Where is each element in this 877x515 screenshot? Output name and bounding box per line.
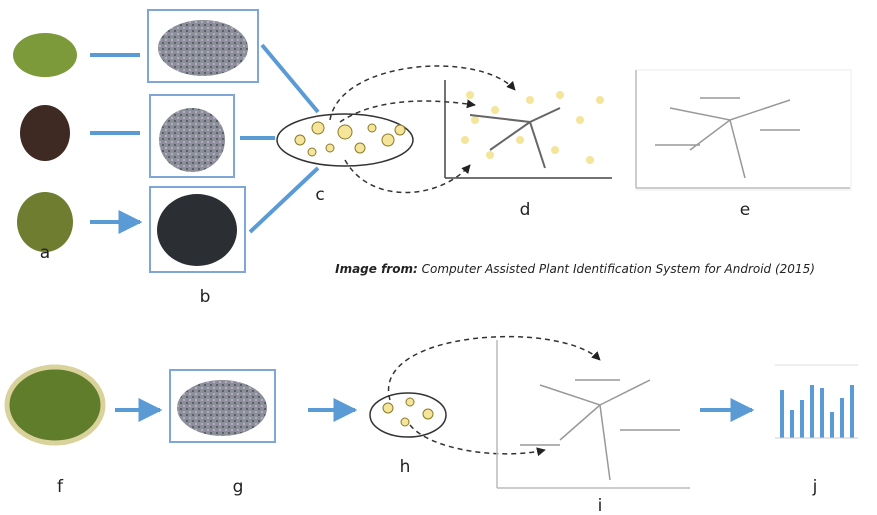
row-2: f g h i j bbox=[7, 337, 858, 515]
panel-label: d bbox=[520, 200, 531, 220]
leaf bbox=[20, 105, 70, 161]
panel-label: j bbox=[812, 477, 818, 497]
panel-label: e bbox=[740, 200, 750, 220]
arrow bbox=[90, 55, 140, 222]
histogram bbox=[780, 385, 854, 438]
panel-label: c bbox=[315, 185, 324, 205]
caption-prefix: Image from: bbox=[335, 262, 418, 276]
panel-label: b bbox=[200, 287, 211, 307]
panel-label: h bbox=[400, 457, 411, 477]
leaf bbox=[7, 367, 103, 443]
diagram: a b c d e Image from: Computer Assisted … bbox=[0, 0, 877, 515]
caption-source: Computer Assisted Plant Identification S… bbox=[422, 262, 815, 276]
leaf-image bbox=[159, 108, 225, 172]
panel-label: i bbox=[598, 496, 603, 515]
panel-label: a bbox=[40, 243, 50, 263]
panel-label: f bbox=[57, 477, 64, 497]
dashed-arrow bbox=[389, 337, 600, 400]
leaf-image bbox=[177, 380, 267, 436]
tree bbox=[470, 108, 560, 168]
leaf-image bbox=[158, 20, 248, 76]
row-1: a b c d e Image from: Computer Assisted … bbox=[13, 10, 851, 307]
panel-label: g bbox=[233, 477, 244, 497]
caption: Image from: Computer Assisted Plant Iden… bbox=[335, 262, 815, 276]
leaf bbox=[13, 33, 77, 77]
leaf-image bbox=[157, 194, 237, 266]
tree bbox=[520, 380, 680, 480]
